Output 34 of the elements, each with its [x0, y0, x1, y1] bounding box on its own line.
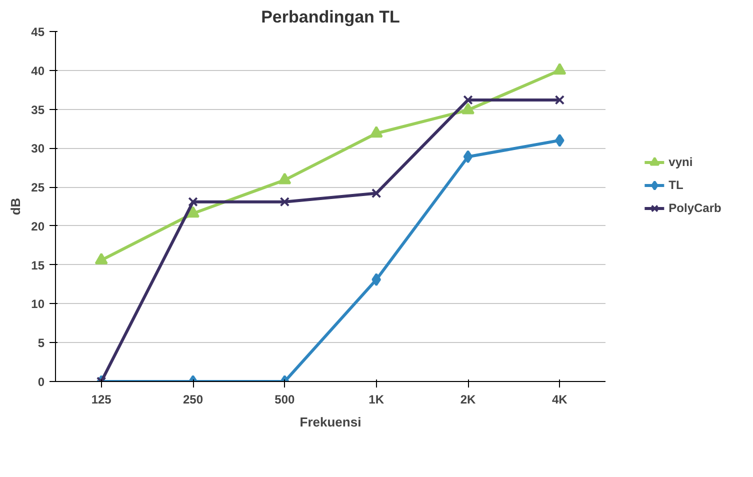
- x-tick-label: 250: [182, 392, 204, 406]
- y-tick-label: 45: [31, 25, 45, 39]
- x-tick-label: 2K: [460, 392, 476, 406]
- y-tick-label: 20: [31, 219, 45, 234]
- y-tick-label: 40: [31, 64, 45, 78]
- point: [371, 188, 382, 198]
- y-tick-label: 5: [38, 336, 45, 350]
- legend-label: vyni: [668, 155, 693, 169]
- y-tick-label: 35: [31, 102, 45, 117]
- y-tick-label: 15: [31, 258, 45, 272]
- y-tick-label: 30: [31, 142, 45, 156]
- point: [462, 102, 474, 114]
- point: [555, 134, 564, 147]
- legend-label: PolyCarb: [668, 201, 722, 215]
- y-tick-label: 0: [38, 375, 45, 389]
- legend-label: TL: [668, 178, 684, 192]
- x-tick-label: 1K: [368, 392, 384, 406]
- point: [94, 252, 108, 264]
- y-axis-title: dB: [8, 198, 24, 216]
- point: [280, 196, 290, 207]
- point: [463, 150, 473, 164]
- x-tick-label: 500: [274, 392, 296, 406]
- point: [278, 172, 292, 184]
- x-axis-title: Frekuensi: [300, 414, 362, 430]
- y-tick-label: 25: [31, 180, 45, 195]
- point: [554, 95, 565, 105]
- point: [186, 206, 200, 218]
- point: [370, 126, 383, 138]
- point: [188, 196, 198, 207]
- x-tick-label: 125: [91, 392, 112, 406]
- x-tick-label: 4K: [552, 392, 568, 406]
- point: [463, 95, 473, 105]
- y-tick-label: 10: [31, 297, 45, 312]
- chart-title: Perbandingan TL: [261, 8, 400, 26]
